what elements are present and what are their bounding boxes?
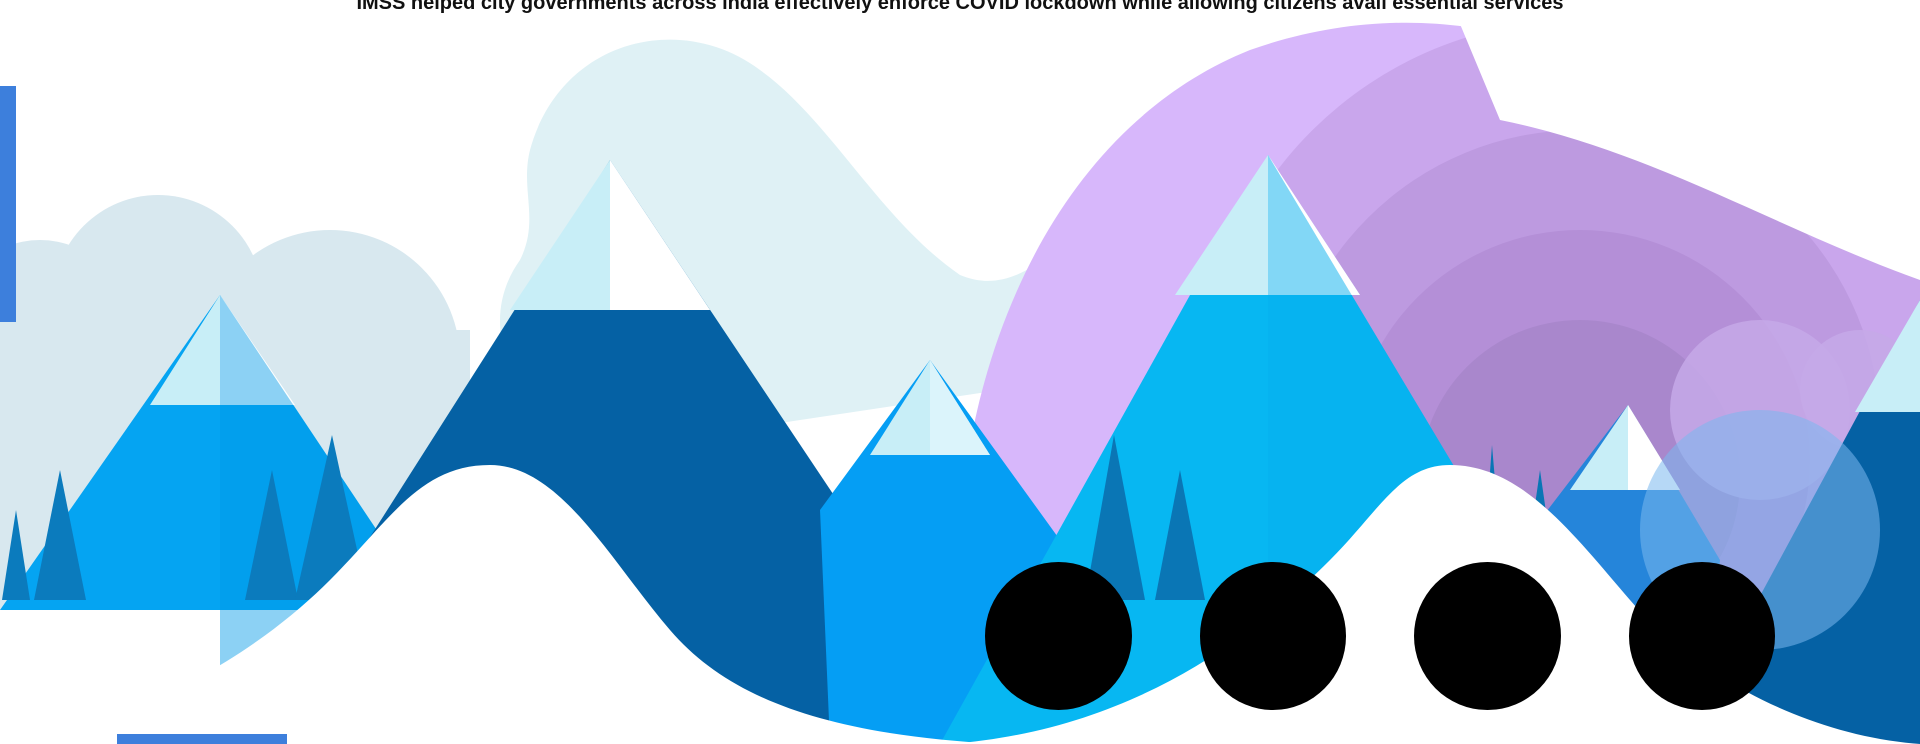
side-accent-tab[interactable] xyxy=(0,86,16,322)
slider-pagination xyxy=(985,562,1775,710)
trees-left xyxy=(2,435,368,600)
slide-dot-3[interactable] xyxy=(1414,562,1561,710)
slide-dot-2[interactable] xyxy=(1199,562,1346,710)
banner-headline: IMSS helped city governments across indi… xyxy=(356,0,1564,14)
slide-dot-4[interactable] xyxy=(1628,562,1775,710)
bottom-accent-tab[interactable] xyxy=(117,734,287,744)
slide-dot-1[interactable] xyxy=(985,562,1132,710)
